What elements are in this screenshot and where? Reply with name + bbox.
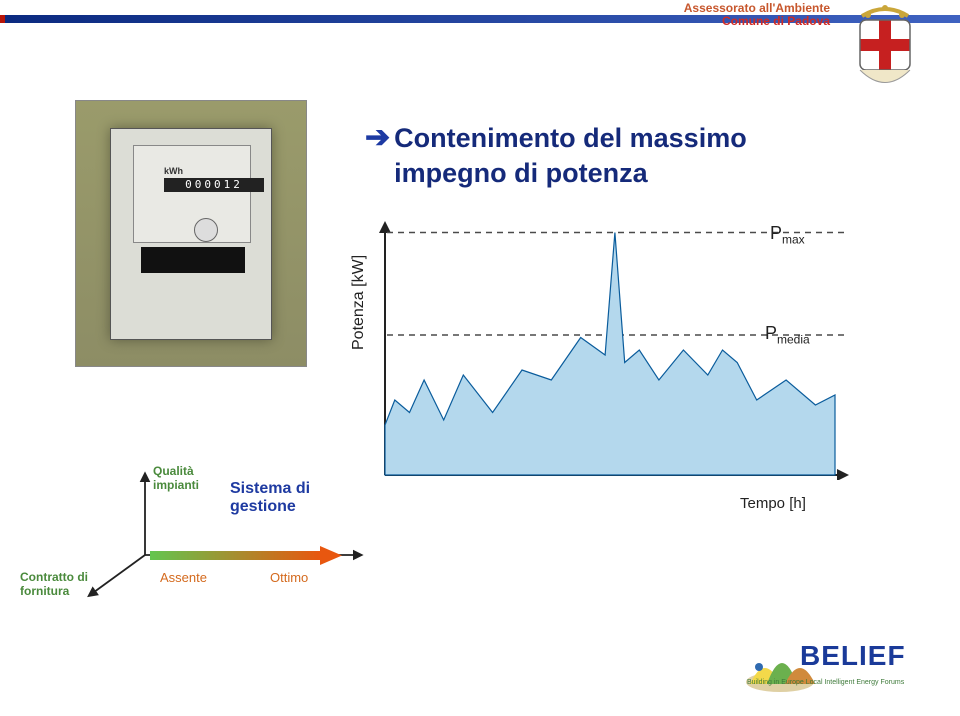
quality-label2: impianti [153,478,199,492]
arrow-icon: ➔ [365,121,390,154]
pmedia-label: Pmedia [765,323,810,347]
pmax-p: P [770,223,782,243]
dept-line2: Comune di Padova [684,15,830,28]
belief-word: BELIEF [800,640,906,672]
city-crest [850,0,920,95]
absent-label: Assente [160,570,207,585]
meter-digits: 000012 [164,178,264,192]
pmax-sub: max [782,233,805,247]
system-label2: gestione [230,498,296,516]
power-chart [375,220,855,480]
belief-logo: BELIEF Building in Europe Local Intellig… [745,634,925,694]
title-line1: Contenimento del massimo [394,123,747,153]
meter-unit: kWh [164,166,183,176]
contract-label1: Contratto di [20,570,88,584]
contract-label2: fornitura [20,584,69,598]
pmedia-sub: media [777,333,810,347]
title-line2: impegno di potenza [394,158,648,188]
x-axis-label: Tempo [h] [740,495,806,512]
optimal-label: Ottimo [270,570,308,585]
department-header: Assessorato all'Ambiente Comune di Padov… [684,2,830,28]
y-axis-label: Potenza [kW] [350,255,368,350]
slide-title: ➔Contenimento del massimo ➔impegno di po… [365,120,747,190]
pmedia-p: P [765,323,777,343]
axes-diagram: Qualità impianti Sistema di gestione Ass… [50,470,380,610]
pmax-label: Pmax [770,223,805,247]
system-label1: Sistema di [230,480,310,498]
meter-image: kWh 000012 [75,100,307,367]
quality-label1: Qualità [153,464,194,478]
belief-tagline: Building in Europe Local Intelligent Ene… [747,679,927,686]
